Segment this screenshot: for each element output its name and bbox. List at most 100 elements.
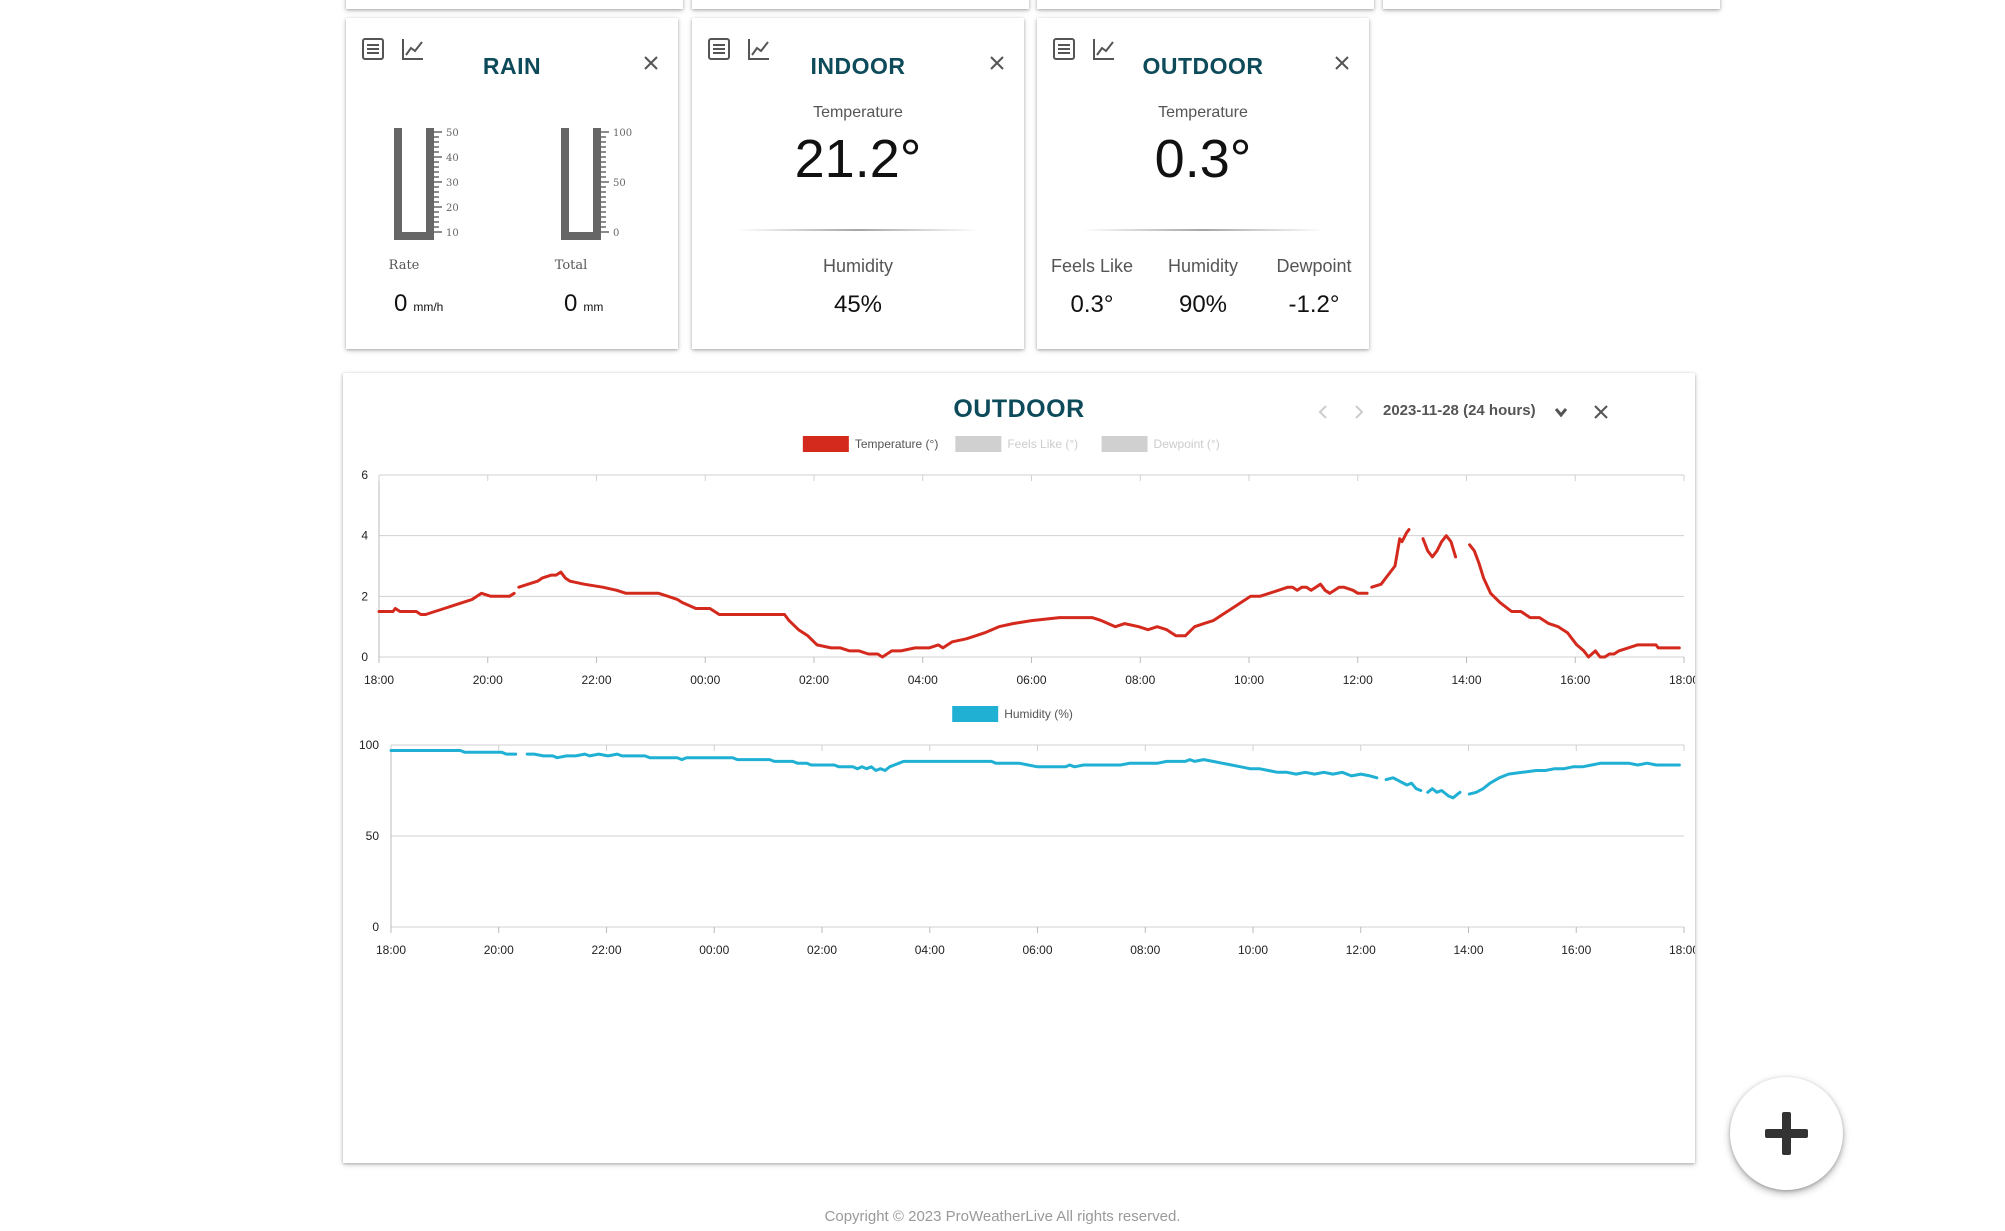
outdoor-feels-like-value: 0.3° bbox=[1070, 291, 1114, 318]
card-stub-2 bbox=[692, 0, 1029, 9]
date-range-selector[interactable]: 2023-11-28 (24 hours) bbox=[1383, 402, 1536, 419]
rain-total-label: Total bbox=[554, 258, 588, 273]
outdoor-humidity-value: 90% bbox=[1178, 291, 1228, 318]
chevron-down-icon[interactable] bbox=[1553, 404, 1569, 420]
legend-label: Feels Like (°) bbox=[1007, 437, 1078, 451]
x-tick-label: 12:00 bbox=[1343, 673, 1373, 687]
plus-icon bbox=[1765, 1112, 1808, 1155]
legend-swatch bbox=[1101, 436, 1148, 452]
outdoor-widget-header: OUTDOOR bbox=[1037, 18, 1369, 79]
total-scale-label: 50 bbox=[613, 178, 626, 189]
outdoor-widget: OUTDOOR Temperature 0.3° Feels Like 0.3°… bbox=[1037, 18, 1369, 349]
series-line bbox=[517, 570, 1369, 659]
x-tick-label: 22:00 bbox=[581, 673, 611, 687]
x-tick-label: 06:00 bbox=[1022, 943, 1052, 957]
series-line bbox=[1426, 787, 1462, 800]
y-tick-label: 2 bbox=[361, 589, 368, 603]
indoor-temperature-label: Temperature bbox=[813, 104, 903, 121]
indoor-temperature-value: 21.2° bbox=[794, 129, 922, 189]
add-widget-button[interactable] bbox=[1730, 1077, 1843, 1190]
x-tick-label: 08:00 bbox=[1130, 943, 1160, 957]
indoor-humidity-value: 45% bbox=[833, 291, 883, 318]
x-tick-label: 22:00 bbox=[591, 943, 621, 957]
divider bbox=[737, 229, 979, 231]
legend-swatch bbox=[955, 436, 1002, 452]
rate-scale-label: 50 bbox=[446, 128, 459, 139]
x-tick-label: 20:00 bbox=[473, 673, 503, 687]
rain-total-number: 0 bbox=[564, 290, 578, 317]
x-tick-label: 04:00 bbox=[908, 673, 938, 687]
series-line bbox=[1467, 761, 1681, 796]
rain-total-ticks bbox=[601, 131, 609, 233]
series-line bbox=[377, 591, 516, 616]
outdoor-dewpoint-value: -1.2° bbox=[1288, 291, 1340, 318]
x-tick-label: 18:00 bbox=[364, 673, 394, 687]
outdoor-chart-card: OUTDOOR 2023-11-28 (24 hours) 0 2 4 6 18:00 2… bbox=[343, 373, 1695, 1163]
card-stub-4 bbox=[1383, 0, 1720, 9]
legend-label: Humidity (%) bbox=[1004, 707, 1073, 721]
x-tick-label: 12:00 bbox=[1346, 943, 1376, 957]
x-tick-label: 02:00 bbox=[807, 943, 837, 957]
y-tick-label: 0 bbox=[372, 920, 379, 934]
rate-scale-label: 30 bbox=[446, 178, 459, 189]
list-icon[interactable] bbox=[706, 36, 732, 62]
line-chart-icon[interactable] bbox=[746, 36, 772, 62]
x-tick-label: 18:00 bbox=[1669, 943, 1695, 957]
rain-rate-unit: mm/h bbox=[413, 300, 444, 314]
indoor-humidity-label: Humidity bbox=[822, 256, 893, 276]
widget-title: OUTDOOR bbox=[1142, 53, 1264, 79]
list-icon[interactable] bbox=[1051, 36, 1077, 62]
x-tick-label: 00:00 bbox=[690, 673, 720, 687]
chevron-right-icon[interactable] bbox=[1352, 403, 1366, 421]
outdoor-feels-like-label: Feels Like bbox=[1050, 256, 1134, 276]
legend-label: Dewpoint (°) bbox=[1154, 437, 1220, 451]
x-tick-label: 14:00 bbox=[1453, 943, 1483, 957]
close-icon[interactable] bbox=[988, 54, 1006, 72]
series-line bbox=[1421, 534, 1458, 559]
x-tick-label: 18:00 bbox=[1669, 673, 1695, 687]
x-tick-label: 02:00 bbox=[799, 673, 829, 687]
legend-label: Temperature (°) bbox=[855, 437, 939, 451]
x-tick-label: 18:00 bbox=[376, 943, 406, 957]
rate-scale-label: 10 bbox=[446, 228, 459, 239]
list-icon[interactable] bbox=[360, 36, 386, 62]
chevron-left-icon[interactable] bbox=[1316, 403, 1330, 421]
close-icon[interactable] bbox=[1593, 404, 1609, 420]
y-tick-label: 4 bbox=[361, 529, 368, 543]
series-line bbox=[525, 752, 1379, 780]
y-tick-label: 100 bbox=[359, 738, 379, 752]
x-tick-label: 06:00 bbox=[1016, 673, 1046, 687]
x-tick-label: 16:00 bbox=[1561, 943, 1591, 957]
x-tick-label: 14:00 bbox=[1451, 673, 1481, 687]
outdoor-dewpoint-label: Dewpoint bbox=[1276, 256, 1352, 276]
x-tick-label: 10:00 bbox=[1234, 673, 1264, 687]
y-tick-label: 50 bbox=[366, 829, 380, 843]
x-tick-label: 20:00 bbox=[484, 943, 514, 957]
outdoor-temperature-value: 0.3° bbox=[1154, 129, 1252, 189]
rain-rate-ticks bbox=[434, 131, 442, 233]
rain-total-gauge: 100 50 0 bbox=[561, 128, 632, 240]
outdoor-humidity-label: Humidity bbox=[1167, 256, 1238, 276]
divider bbox=[1082, 229, 1324, 231]
line-chart-icon[interactable] bbox=[1091, 36, 1117, 62]
rain-rate-value: 0 mm/h bbox=[394, 290, 443, 318]
x-tick-label: 16:00 bbox=[1560, 673, 1590, 687]
legend-swatch bbox=[802, 436, 849, 452]
rain-total-value: 0 mm bbox=[564, 290, 603, 318]
outdoor-history-charts: 0 2 4 6 18:00 20:00 22:00 00:00 02:00 04:00 06:00 0… bbox=[359, 436, 1695, 957]
x-tick-label: 10:00 bbox=[1238, 943, 1268, 957]
line-chart-icon[interactable] bbox=[400, 36, 426, 62]
copyright-footer: Copyright © 2023 ProWeatherLive All righ… bbox=[824, 1208, 1181, 1225]
rain-total-unit: mm bbox=[583, 300, 604, 314]
indoor-widget: INDOOR Temperature 21.2° Humidity 45% bbox=[692, 18, 1024, 349]
outdoor-temperature-label: Temperature bbox=[1158, 104, 1248, 121]
card-stub-1 bbox=[346, 0, 683, 9]
series-line bbox=[1370, 528, 1411, 589]
close-icon[interactable] bbox=[642, 54, 660, 72]
series-line bbox=[1384, 776, 1423, 792]
indoor-widget-header: INDOOR bbox=[692, 18, 1024, 79]
chart-panel-title: OUTDOOR bbox=[953, 395, 1085, 423]
rain-widget: RAIN 50 40 30 20 10 0 Rate 0 mm/h bbox=[346, 18, 678, 349]
rain-rate-gauge: 50 40 30 20 10 0 bbox=[394, 128, 459, 240]
close-icon[interactable] bbox=[1333, 54, 1351, 72]
